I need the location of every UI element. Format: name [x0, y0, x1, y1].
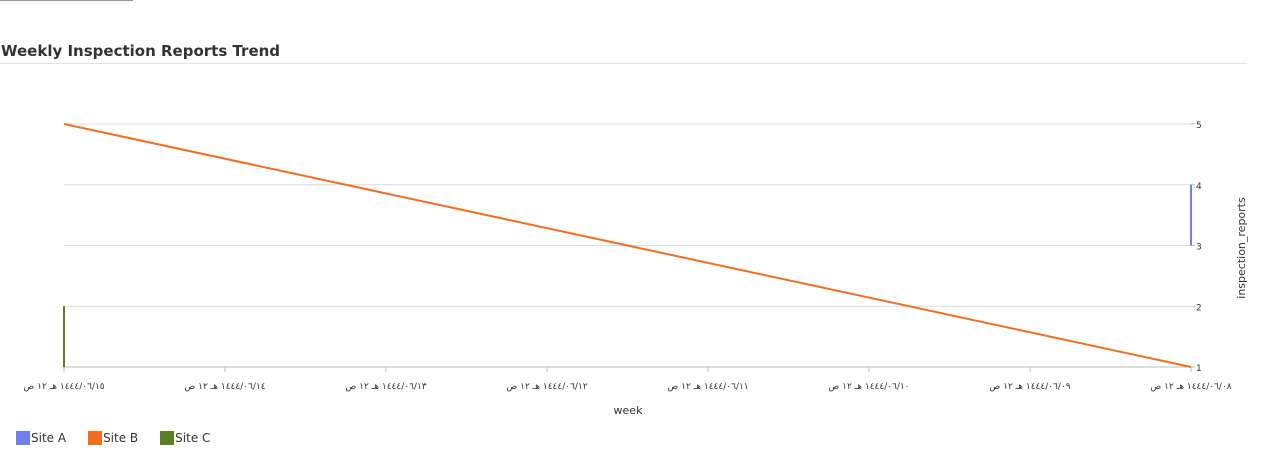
series-lines	[63, 123, 1192, 368]
legend-item-site-c[interactable]: Site C	[160, 431, 210, 445]
grid-lines	[64, 123, 1191, 368]
legend-label: Site B	[103, 431, 139, 445]
top-divider	[0, 0, 133, 1]
site-b-line	[63, 123, 1192, 368]
title-divider	[0, 63, 1247, 64]
y-axis-label: inspection_reports	[1235, 197, 1248, 299]
x-tick-label: ١٤٤٤/٠٦/١٥ هـ ١٢ ص	[23, 382, 104, 392]
legend-label: Site C	[175, 431, 211, 445]
x-tick-label: ١٤٤٤/٠٦/١٠ هـ ١٢ ص	[828, 382, 909, 392]
legend-swatch	[160, 431, 175, 445]
x-tick-label: ١٤٤٤/٠٦/١٤ هـ ١٢ ص	[184, 382, 265, 392]
y-tick-label: 1	[1196, 364, 1202, 374]
y-tick-label: 4	[1196, 182, 1202, 192]
chart-title: Weekly Inspection Reports Trend	[1, 42, 281, 60]
x-axis: ١٤٤٤/٠٦/١٥ هـ ١٢ ص ١٤٤٤/٠٦/١٤ هـ ١٢ ص ١٤٤٤…	[23, 367, 1232, 392]
legend-swatch	[88, 431, 103, 445]
y-tick-label: 5	[1196, 121, 1202, 131]
x-tick-label: ١٤٤٤/٠٦/٠٩ هـ ١٢ ص	[989, 382, 1070, 392]
legend-label: Site A	[31, 431, 67, 445]
legend-item-site-a[interactable]: Site A	[16, 431, 66, 445]
legend: Site A Site B Site C	[16, 431, 232, 445]
y-tick-label: 2	[1196, 303, 1202, 313]
x-axis-label: week	[614, 404, 644, 417]
legend-item-site-b[interactable]: Site B	[88, 431, 138, 445]
x-tick-label: ١٤٤٤/٠٦/٠٨ هـ ١٢ ص	[1150, 382, 1231, 392]
x-tick-label: ١٤٤٤/٠٦/١١ هـ ١٢ ص	[667, 382, 748, 392]
x-tick-label: ١٤٤٤/٠٦/١٢ هـ ١٢ ص	[506, 382, 587, 392]
legend-swatch	[16, 431, 30, 445]
y-tick-label: 3	[1196, 243, 1202, 253]
y-axis: 1 2 3 4 5	[1191, 121, 1202, 374]
x-tick-label: ١٤٤٤/٠٦/١٣ هـ ١٢ ص	[345, 382, 426, 392]
